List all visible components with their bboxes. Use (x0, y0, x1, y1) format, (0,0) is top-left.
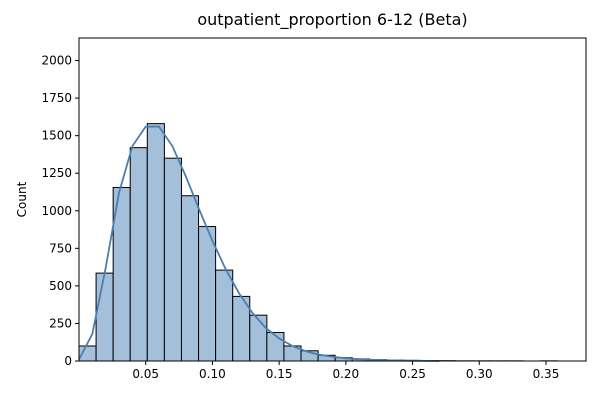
y-tick-label: 0 (64, 354, 72, 368)
y-axis-label: Count (15, 181, 29, 217)
x-tick-label: 0.10 (199, 367, 226, 381)
histogram-bar (267, 332, 284, 361)
y-tick-label: 1750 (41, 91, 72, 105)
x-tick-label: 0.20 (332, 367, 359, 381)
y-tick-label: 1000 (41, 204, 72, 218)
bars-group (79, 124, 557, 361)
histogram-bar (164, 158, 181, 361)
histogram-bar (147, 124, 164, 361)
histogram-bar (130, 148, 147, 361)
y-axis: 0 250 500 750 1000 1250 1500 1750 2000 (41, 54, 79, 368)
x-tick-label: 0.30 (466, 367, 493, 381)
histogram-bar (199, 227, 216, 361)
y-tick-label: 750 (49, 241, 72, 255)
histogram-bar (250, 315, 267, 361)
x-tick-label: 0.35 (533, 367, 560, 381)
y-tick-label: 500 (49, 279, 72, 293)
x-tick-label: 0.05 (132, 367, 159, 381)
histogram-bar (181, 196, 198, 361)
x-tick-label: 0.15 (266, 367, 293, 381)
x-tick-label: 0.25 (399, 367, 426, 381)
y-tick-label: 1250 (41, 166, 72, 180)
histogram-bar (96, 273, 113, 361)
y-tick-label: 1500 (41, 129, 72, 143)
y-tick-label: 250 (49, 316, 72, 330)
chart-title: outpatient_proportion 6-12 (Beta) (79, 10, 586, 29)
x-axis: 0.05 0.10 0.15 0.20 0.25 0.30 0.35 (132, 361, 559, 381)
histogram-bar (216, 270, 233, 361)
y-tick-label: 2000 (41, 54, 72, 68)
